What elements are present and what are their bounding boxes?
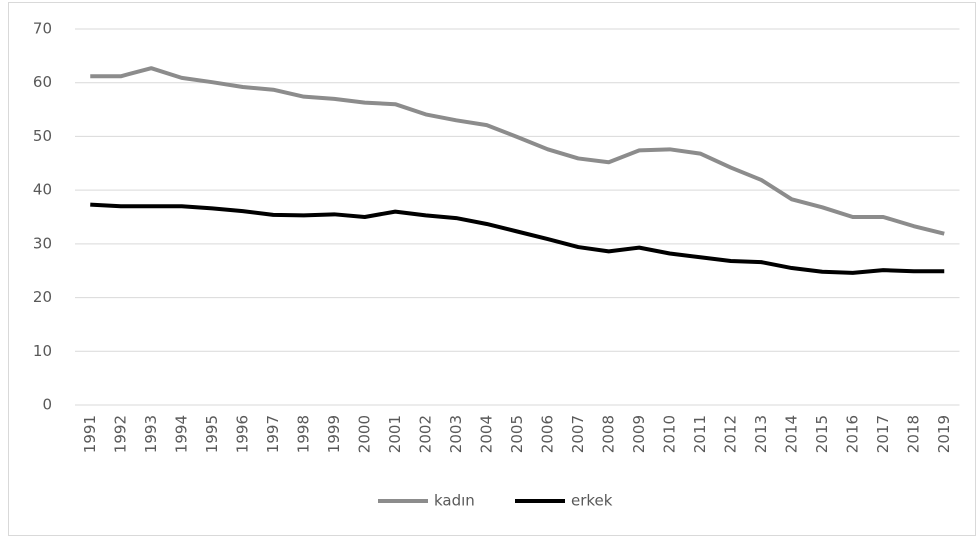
x-tick-label: 2009 bbox=[630, 415, 648, 453]
x-tick-label: 2017 bbox=[874, 415, 892, 453]
x-tick-label: 2001 bbox=[386, 415, 404, 453]
y-tick-label: 0 bbox=[42, 396, 52, 414]
x-tick-label: 2003 bbox=[447, 415, 465, 453]
x-tick-label: 2018 bbox=[904, 415, 922, 453]
x-tick-label: 2016 bbox=[843, 415, 861, 453]
x-tick-label: 1998 bbox=[294, 415, 312, 453]
y-tick-label: 40 bbox=[33, 181, 52, 199]
legend-label: erkek bbox=[571, 492, 613, 510]
x-tick-label: 2002 bbox=[416, 415, 434, 453]
x-tick-label: 2004 bbox=[477, 415, 495, 453]
x-tick-label: 2008 bbox=[599, 415, 617, 453]
y-tick-label: 50 bbox=[33, 127, 52, 145]
x-tick-label: 2005 bbox=[508, 415, 526, 453]
x-tick-label: 2014 bbox=[782, 415, 800, 453]
y-tick-label: 60 bbox=[33, 73, 52, 91]
x-tick-label: 2012 bbox=[721, 415, 739, 453]
x-tick-label: 2013 bbox=[752, 415, 770, 453]
x-tick-label: 2007 bbox=[569, 415, 587, 453]
x-tick-label: 1991 bbox=[81, 415, 99, 453]
series-line bbox=[90, 66, 945, 236]
y-tick-label: 10 bbox=[33, 342, 52, 360]
y-tick-label: 30 bbox=[33, 234, 52, 252]
x-tick-label: 1999 bbox=[325, 415, 343, 453]
x-tick-label: 2019 bbox=[935, 415, 953, 453]
x-tick-label: 1993 bbox=[142, 415, 160, 453]
x-tick-label: 1996 bbox=[233, 415, 251, 453]
y-tick-label: 20 bbox=[33, 288, 52, 306]
y-tick-label: 70 bbox=[33, 20, 52, 38]
x-tick-label: 1997 bbox=[264, 415, 282, 453]
x-tick-label: 2015 bbox=[813, 415, 831, 453]
x-tick-label: 2000 bbox=[355, 415, 373, 453]
x-tick-label: 1992 bbox=[111, 415, 129, 453]
legend-label: kadın bbox=[434, 492, 475, 510]
x-tick-label: 1995 bbox=[203, 415, 221, 453]
x-tick-label: 2011 bbox=[691, 415, 709, 453]
x-tick-label: 2006 bbox=[538, 415, 556, 453]
series-line bbox=[90, 202, 945, 275]
x-tick-label: 1994 bbox=[172, 415, 190, 453]
x-tick-label: 2010 bbox=[660, 415, 678, 453]
